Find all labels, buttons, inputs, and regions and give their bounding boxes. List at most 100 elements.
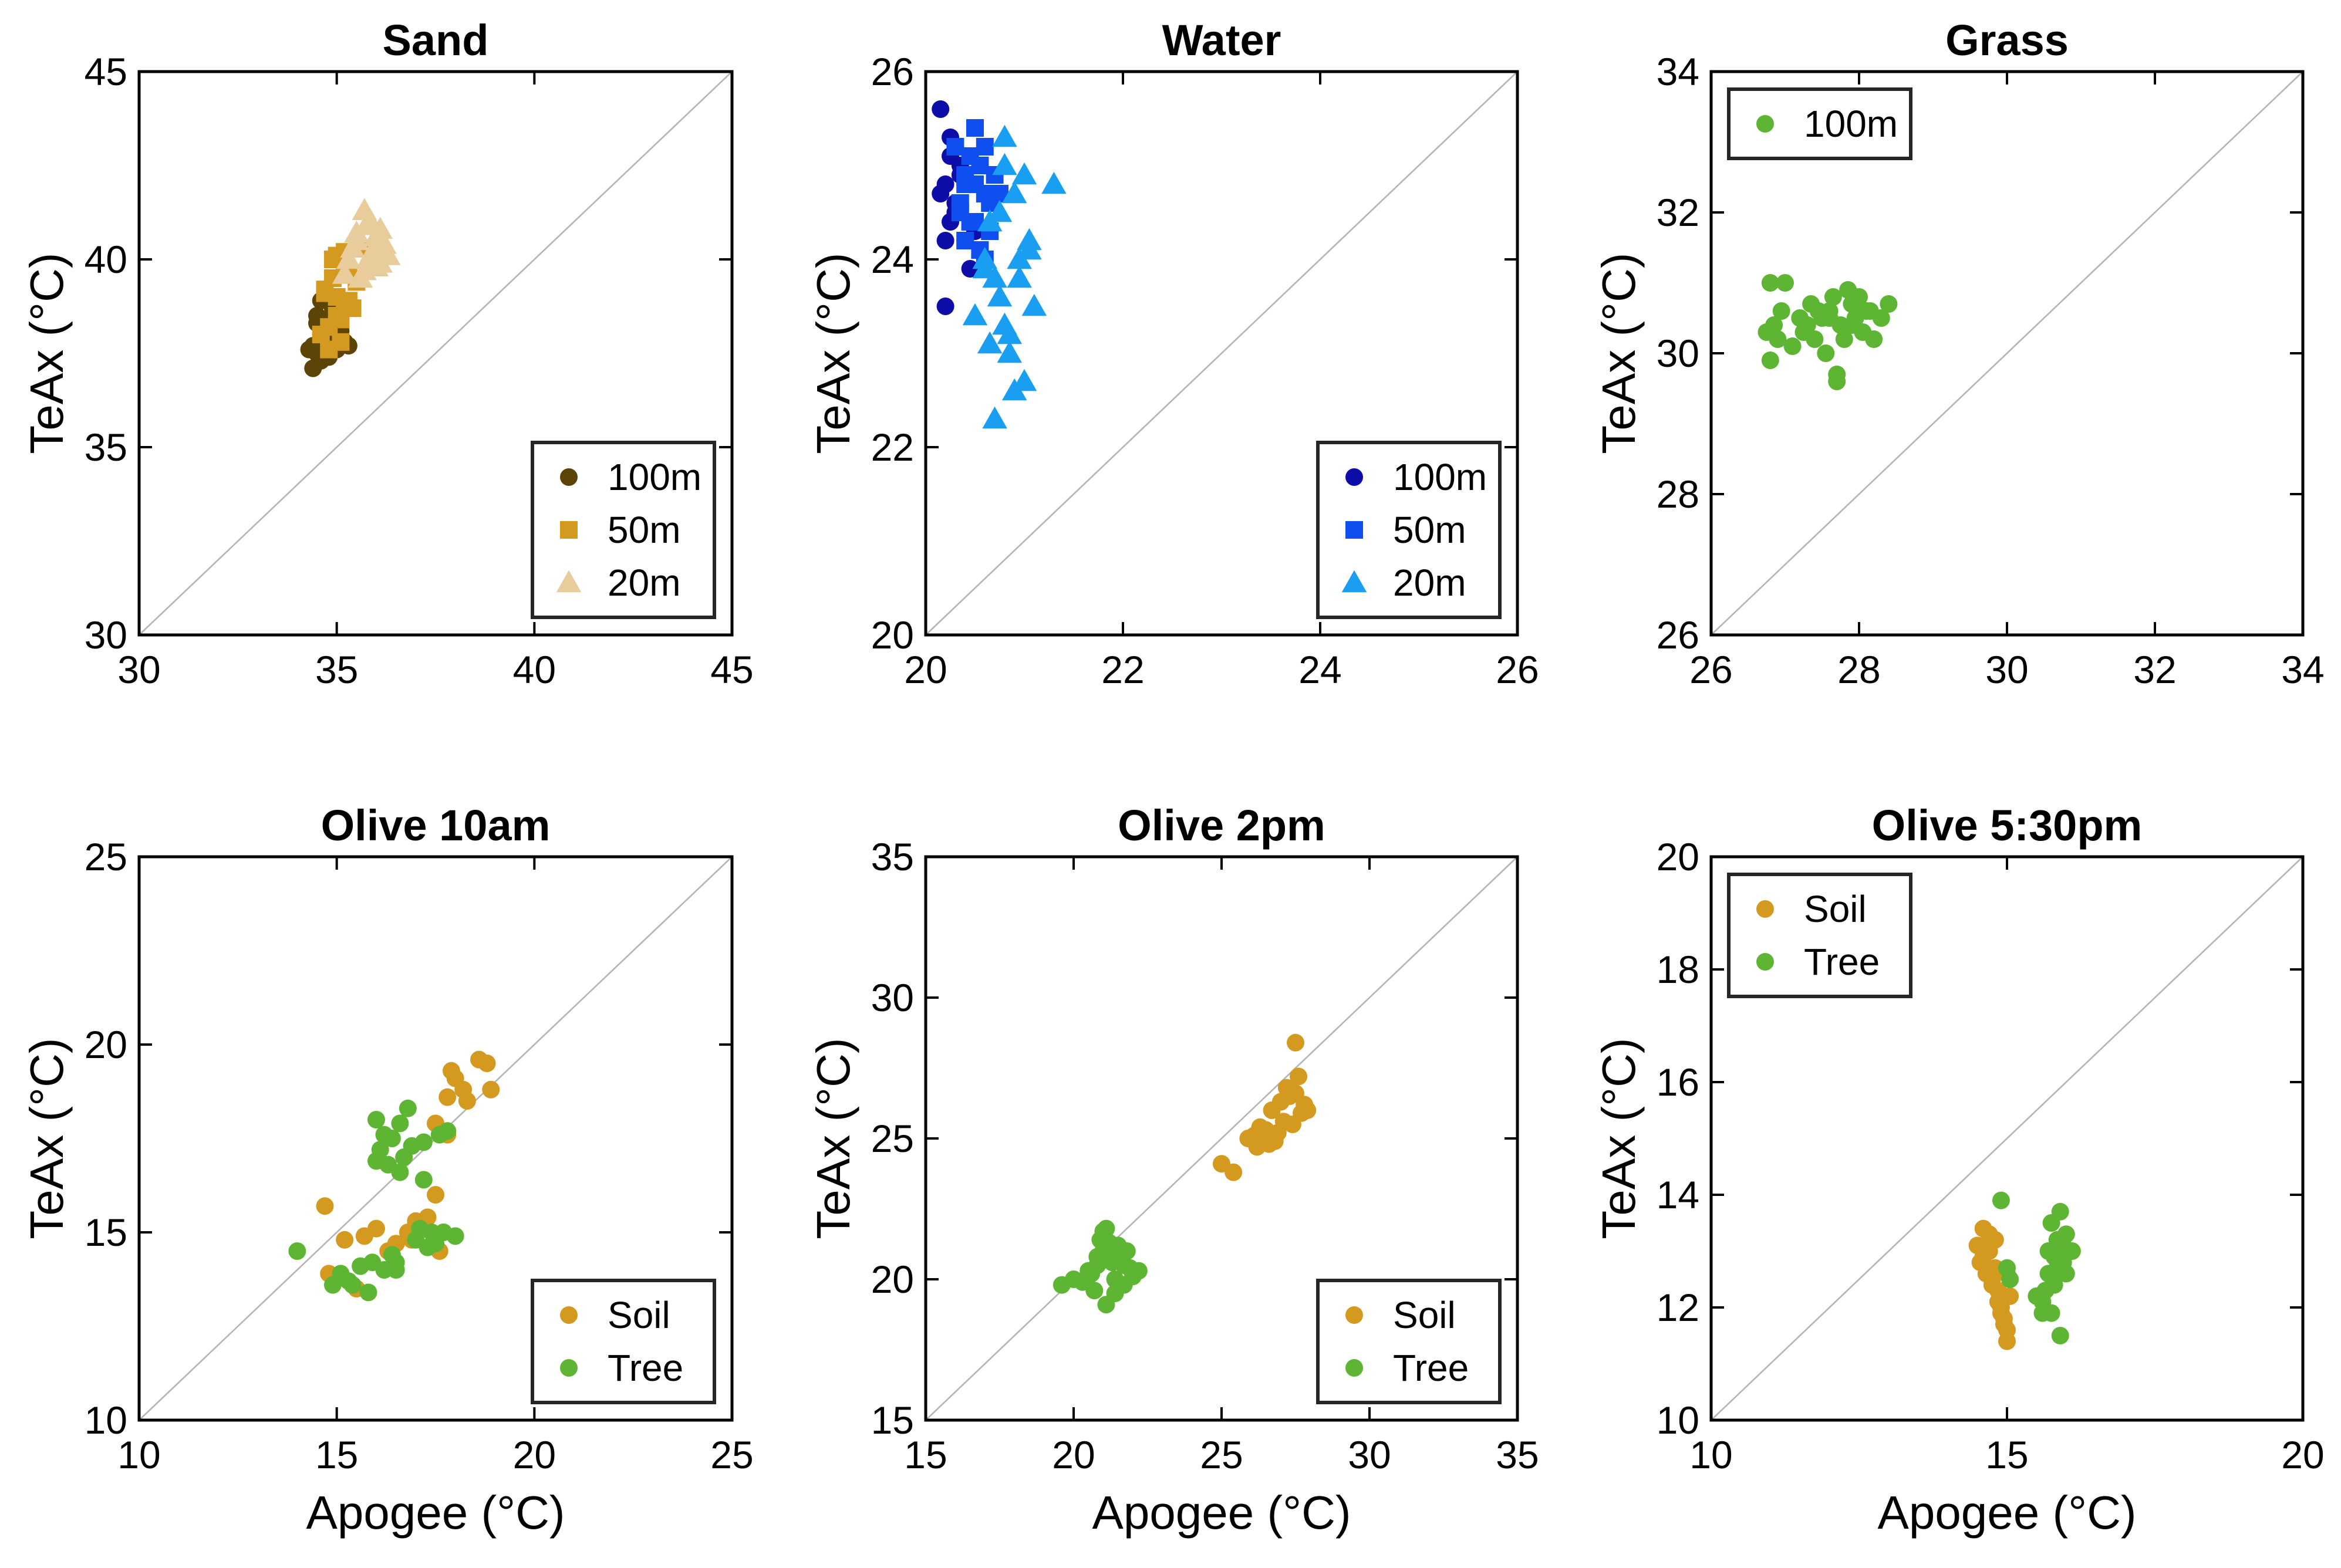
data-point bbox=[363, 1253, 382, 1272]
data-point bbox=[399, 1099, 417, 1117]
series-soil bbox=[1213, 1033, 1317, 1181]
legend-label: 100m bbox=[1804, 103, 1898, 145]
legend: 100m 50m 20m bbox=[1316, 441, 1502, 619]
x-tick-label: 32 bbox=[2133, 648, 2176, 691]
data-point bbox=[976, 138, 994, 156]
y-tick-label: 35 bbox=[85, 425, 127, 469]
data-point bbox=[932, 185, 950, 202]
data-point bbox=[419, 1238, 437, 1256]
legend-marker bbox=[560, 1359, 578, 1377]
data-point bbox=[1861, 302, 1879, 320]
data-point bbox=[977, 209, 1003, 232]
y-tick-label: 16 bbox=[1657, 1060, 1699, 1104]
data-point bbox=[1011, 162, 1037, 185]
data-point bbox=[411, 1219, 429, 1238]
data-point bbox=[438, 1122, 457, 1140]
y-tick-label: 12 bbox=[1657, 1286, 1699, 1329]
data-point bbox=[992, 124, 1017, 147]
data-point bbox=[961, 260, 979, 278]
x-tick-label: 30 bbox=[1348, 1433, 1391, 1476]
chart-title: Olive 10am bbox=[321, 801, 551, 850]
data-point bbox=[434, 1224, 453, 1241]
legend: 100m bbox=[1727, 87, 1912, 160]
data-point bbox=[1106, 1285, 1124, 1302]
legend-label: 100m bbox=[1393, 456, 1487, 498]
legend-marker bbox=[1345, 1306, 1363, 1324]
x-axis-label: Apogee (°C) bbox=[1877, 1486, 2136, 1539]
y-axis-label: TeAx (°C) bbox=[21, 252, 73, 454]
legend-label: 50m bbox=[1393, 509, 1466, 551]
plot-frame bbox=[137, 70, 734, 637]
data-point bbox=[414, 1171, 433, 1189]
data-point bbox=[1783, 337, 1802, 355]
data-point bbox=[1995, 1310, 2013, 1328]
chart-4: 10 15 20 25 10 15 20 25 Olive 10am TeAx (°C) Apoge… bbox=[21, 801, 754, 1539]
series-100m bbox=[1758, 274, 1898, 390]
legend-label: Soil bbox=[608, 1294, 670, 1336]
chart-1: 30 35 40 45 30 35 40 45 Sand TeAx (°C) 100m 50m 20m bbox=[21, 16, 754, 691]
data-point bbox=[391, 1163, 409, 1181]
data-point bbox=[1041, 171, 1067, 194]
y-tick-label: 34 bbox=[1657, 50, 1699, 93]
data-point bbox=[1290, 1067, 1308, 1086]
data-point bbox=[1088, 1248, 1107, 1266]
data-point bbox=[982, 406, 1007, 429]
data-point bbox=[391, 1114, 409, 1133]
chart-title: Sand bbox=[383, 16, 489, 65]
y-tick-label: 15 bbox=[85, 1211, 127, 1254]
x-tick-label: 25 bbox=[1200, 1433, 1243, 1476]
y-tick-label: 20 bbox=[85, 1023, 127, 1066]
x-tick-label: 35 bbox=[315, 648, 358, 691]
y-tick-label: 30 bbox=[871, 976, 914, 1019]
y-axis-label: TeAx (°C) bbox=[807, 1038, 859, 1239]
data-point bbox=[1843, 316, 1861, 334]
data-point bbox=[1260, 1135, 1278, 1153]
y-tick-label: 25 bbox=[871, 1117, 914, 1160]
legend-marker bbox=[1756, 900, 1774, 918]
data-point bbox=[946, 138, 964, 156]
data-point bbox=[2048, 1259, 2066, 1277]
x-tick-label: 20 bbox=[2281, 1433, 2324, 1476]
data-point bbox=[344, 228, 369, 251]
data-point bbox=[375, 1126, 393, 1144]
data-point bbox=[1097, 1219, 1115, 1238]
data-point bbox=[403, 1137, 421, 1155]
data-point bbox=[932, 100, 950, 118]
legend: 100m 50m 20m bbox=[531, 441, 716, 619]
data-point bbox=[992, 312, 1017, 335]
legend-label: 100m bbox=[608, 456, 701, 498]
data-point bbox=[332, 333, 350, 351]
y-tick-label: 20 bbox=[871, 613, 914, 657]
legend-label: 50m bbox=[608, 509, 681, 551]
identity-line bbox=[139, 71, 733, 636]
y-tick-label: 14 bbox=[1657, 1173, 1699, 1216]
legend-marker bbox=[1345, 521, 1363, 539]
legend-marker bbox=[556, 570, 582, 593]
data-point bbox=[936, 232, 954, 249]
legend-box bbox=[1316, 1279, 1502, 1404]
data-point bbox=[966, 119, 984, 137]
data-point bbox=[1287, 1084, 1304, 1103]
series-tree bbox=[1992, 1191, 2081, 1344]
legend-label: 20m bbox=[608, 562, 681, 604]
data-point bbox=[1001, 181, 1027, 204]
y-tick-label: 24 bbox=[871, 238, 914, 281]
legend-marker bbox=[1756, 953, 1774, 971]
data-point bbox=[962, 303, 988, 326]
data-point bbox=[1761, 352, 1779, 369]
y-tick-label: 20 bbox=[1657, 835, 1699, 878]
legend-label: Tree bbox=[608, 1347, 683, 1389]
data-point bbox=[1980, 1225, 1998, 1243]
data-point bbox=[1977, 1242, 1995, 1260]
data-point bbox=[1109, 1236, 1127, 1255]
y-tick-label: 35 bbox=[871, 835, 914, 878]
data-point bbox=[2054, 1236, 2072, 1255]
data-point bbox=[1865, 330, 1883, 348]
data-point bbox=[339, 1272, 357, 1290]
x-tick-label: 35 bbox=[1496, 1433, 1539, 1476]
data-point bbox=[336, 295, 354, 313]
data-point bbox=[352, 258, 377, 281]
data-point bbox=[1017, 237, 1042, 260]
x-tick-label: 15 bbox=[904, 1433, 947, 1476]
data-point bbox=[478, 1055, 496, 1072]
